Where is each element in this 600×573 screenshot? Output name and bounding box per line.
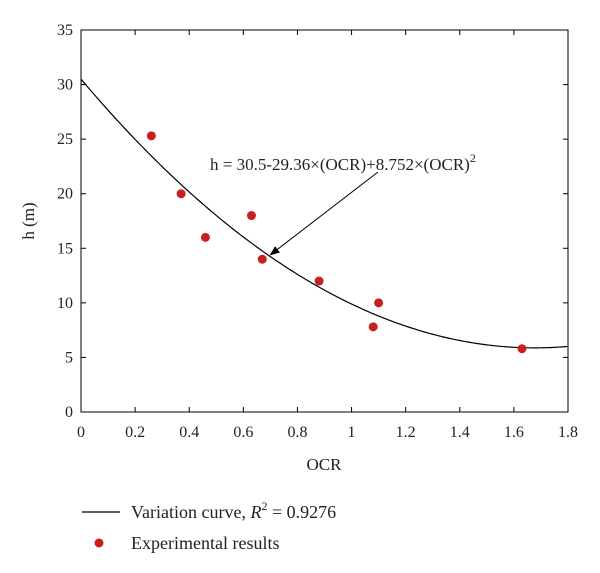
- data-point: [146, 131, 156, 141]
- y-axis-ticks: 0 5 10 15 20 25 30 35: [57, 22, 568, 421]
- x-tick-label: 0.8: [287, 424, 307, 441]
- x-tick-label: 1.6: [504, 424, 524, 441]
- data-point: [176, 189, 186, 199]
- equation-annotation: h = 30.5-29.36×(OCR)+8.752×(OCR)2: [210, 151, 476, 174]
- data-point: [368, 322, 378, 332]
- variation-curve: [80, 78, 569, 349]
- legend-points-swatch: [94, 538, 104, 548]
- y-tick-label: 25: [57, 131, 73, 148]
- data-point: [200, 232, 210, 242]
- data-point: [257, 254, 267, 264]
- data-point: [246, 211, 256, 221]
- legend-curve-sup: 2: [261, 499, 267, 513]
- equation-superscript: 2: [470, 151, 476, 165]
- legend-curve-r: R: [249, 502, 261, 522]
- y-tick-label: 15: [57, 240, 73, 257]
- x-tick-label: 1.2: [396, 424, 416, 441]
- legend-curve-label: Variation curve, R2 = 0.9276: [131, 499, 336, 522]
- y-tick-label: 30: [57, 77, 73, 94]
- x-tick-label: 0.2: [125, 424, 145, 441]
- y-axis-label: h (m): [19, 202, 38, 239]
- data-point: [374, 298, 384, 308]
- experimental-points: [146, 131, 527, 354]
- plot-area-frame: [80, 29, 569, 413]
- legend: Variation curve, R2 = 0.9276 Experimenta…: [82, 499, 336, 553]
- y-tick-label: 20: [57, 186, 73, 203]
- x-axis-label: OCR: [307, 455, 343, 474]
- x-tick-label: 1.4: [450, 424, 470, 441]
- x-tick-label: 1.8: [558, 424, 578, 441]
- legend-points-label: Experimental results: [131, 533, 279, 553]
- legend-curve-prefix: Variation curve,: [131, 502, 250, 522]
- y-tick-label: 35: [57, 22, 73, 39]
- x-tick-label: 0: [77, 424, 85, 441]
- x-tick-label: 1: [348, 424, 356, 441]
- y-tick-label: 10: [57, 295, 73, 312]
- x-tick-label: 0.4: [179, 424, 199, 441]
- x-tick-label: 0.6: [233, 424, 253, 441]
- x-axis-ticks: 0 0.2 0.4 0.6 0.8 1 1.2 1.4 1.6 1.8: [77, 30, 578, 441]
- equation-text: h = 30.5-29.36×(OCR)+8.752×(OCR): [210, 155, 470, 174]
- data-point: [517, 344, 527, 354]
- annotation-arrow: [269, 171, 379, 256]
- data-point: [314, 276, 324, 286]
- y-tick-label: 5: [65, 349, 73, 366]
- y-tick-label: 0: [65, 404, 73, 421]
- legend-curve-suffix: = 0.9276: [267, 502, 336, 522]
